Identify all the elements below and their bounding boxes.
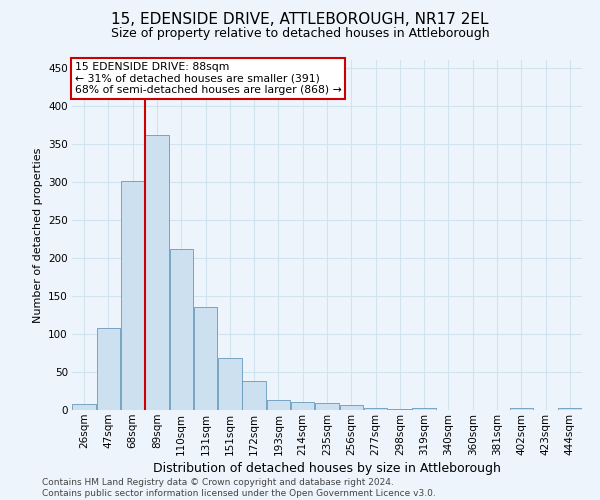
Bar (242, 381, 266, 410)
Bar (291, 402, 314, 410)
X-axis label: Distribution of detached houses by size in Attleborough: Distribution of detached houses by size … (153, 462, 501, 475)
Bar (218, 358, 242, 410)
Y-axis label: Number of detached properties: Number of detached properties (32, 148, 43, 322)
Bar (509, 408, 533, 410)
Bar (364, 408, 388, 410)
Bar (266, 400, 290, 410)
Text: Contains HM Land Registry data © Crown copyright and database right 2024.
Contai: Contains HM Land Registry data © Crown c… (42, 478, 436, 498)
Bar (340, 406, 363, 410)
Text: Size of property relative to detached houses in Attleborough: Size of property relative to detached ho… (110, 28, 490, 40)
Bar (73, 404, 96, 410)
Text: 15, EDENSIDE DRIVE, ATTLEBOROUGH, NR17 2EL: 15, EDENSIDE DRIVE, ATTLEBOROUGH, NR17 2… (111, 12, 489, 28)
Bar (194, 306, 217, 410)
Bar (315, 403, 339, 410)
Bar (170, 248, 193, 410)
Bar (145, 134, 169, 410)
Bar (97, 328, 120, 410)
Bar (388, 409, 412, 410)
Bar (121, 181, 145, 410)
Text: 15 EDENSIDE DRIVE: 88sqm
← 31% of detached houses are smaller (391)
68% of semi-: 15 EDENSIDE DRIVE: 88sqm ← 31% of detach… (74, 62, 341, 95)
Bar (412, 408, 436, 410)
Bar (558, 408, 581, 410)
